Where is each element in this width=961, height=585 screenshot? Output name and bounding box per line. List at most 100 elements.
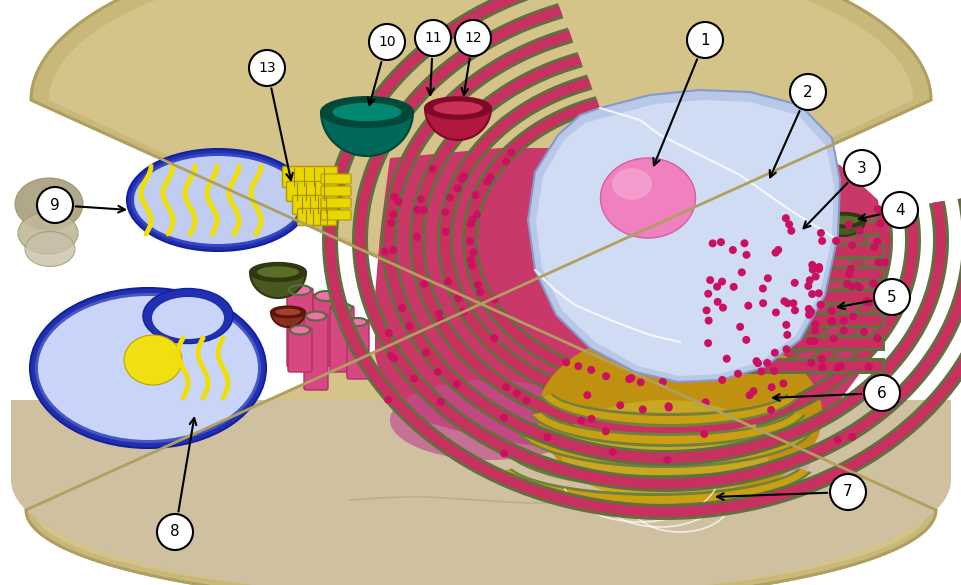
Text: 13: 13 xyxy=(258,61,276,75)
Ellipse shape xyxy=(275,309,301,315)
Circle shape xyxy=(735,323,744,331)
Circle shape xyxy=(811,273,819,281)
Polygon shape xyxy=(498,469,811,507)
Circle shape xyxy=(574,362,581,370)
Circle shape xyxy=(804,337,813,345)
Circle shape xyxy=(846,265,854,273)
Polygon shape xyxy=(34,0,927,585)
Circle shape xyxy=(716,238,725,246)
Circle shape xyxy=(416,195,425,203)
FancyBboxPatch shape xyxy=(304,314,328,390)
Polygon shape xyxy=(702,246,881,256)
Circle shape xyxy=(744,302,752,309)
Polygon shape xyxy=(820,220,864,236)
Circle shape xyxy=(807,261,816,269)
Circle shape xyxy=(818,363,825,371)
Circle shape xyxy=(422,349,430,357)
Circle shape xyxy=(627,374,634,382)
Circle shape xyxy=(561,358,570,366)
Circle shape xyxy=(814,289,822,297)
Circle shape xyxy=(443,277,452,285)
Circle shape xyxy=(779,297,788,305)
Polygon shape xyxy=(702,292,881,302)
Polygon shape xyxy=(26,0,935,585)
Polygon shape xyxy=(702,269,881,279)
Circle shape xyxy=(782,331,791,339)
Polygon shape xyxy=(505,449,814,489)
Text: 1: 1 xyxy=(700,33,709,47)
Circle shape xyxy=(454,184,461,192)
Polygon shape xyxy=(381,27,948,466)
Polygon shape xyxy=(352,3,961,492)
Circle shape xyxy=(848,242,855,249)
Circle shape xyxy=(873,334,880,342)
Circle shape xyxy=(428,164,436,173)
Circle shape xyxy=(582,391,591,399)
Ellipse shape xyxy=(257,266,299,278)
Circle shape xyxy=(790,307,799,314)
Ellipse shape xyxy=(306,311,326,321)
Ellipse shape xyxy=(152,297,224,339)
Circle shape xyxy=(753,359,761,367)
Polygon shape xyxy=(425,108,490,140)
Ellipse shape xyxy=(389,380,589,460)
Ellipse shape xyxy=(250,263,306,281)
Ellipse shape xyxy=(349,318,366,326)
Circle shape xyxy=(512,390,520,397)
Circle shape xyxy=(602,372,609,380)
Circle shape xyxy=(249,50,284,86)
Circle shape xyxy=(781,214,789,222)
Polygon shape xyxy=(439,77,889,413)
FancyBboxPatch shape xyxy=(321,174,351,184)
Circle shape xyxy=(737,269,745,276)
FancyBboxPatch shape xyxy=(287,328,311,372)
Circle shape xyxy=(782,300,791,307)
Circle shape xyxy=(852,282,861,290)
Circle shape xyxy=(758,284,766,292)
Circle shape xyxy=(459,308,467,315)
Circle shape xyxy=(829,474,865,510)
Circle shape xyxy=(848,433,855,441)
Ellipse shape xyxy=(333,103,401,121)
Circle shape xyxy=(703,316,712,325)
Circle shape xyxy=(767,383,775,391)
Ellipse shape xyxy=(30,288,266,448)
Circle shape xyxy=(817,237,825,245)
Circle shape xyxy=(708,239,716,247)
Circle shape xyxy=(804,305,812,313)
Polygon shape xyxy=(532,413,802,444)
Circle shape xyxy=(369,24,405,60)
Circle shape xyxy=(483,178,491,186)
Circle shape xyxy=(771,308,779,316)
Ellipse shape xyxy=(332,304,352,312)
Circle shape xyxy=(828,335,837,343)
Ellipse shape xyxy=(629,425,809,495)
Circle shape xyxy=(839,326,847,335)
Polygon shape xyxy=(383,30,945,463)
Circle shape xyxy=(459,172,467,180)
Circle shape xyxy=(387,219,395,227)
Circle shape xyxy=(441,228,449,236)
Circle shape xyxy=(728,246,736,254)
Circle shape xyxy=(383,396,392,404)
Circle shape xyxy=(816,301,824,309)
Polygon shape xyxy=(700,266,884,282)
Ellipse shape xyxy=(314,291,336,301)
Polygon shape xyxy=(702,361,881,371)
Polygon shape xyxy=(542,394,797,424)
Ellipse shape xyxy=(35,293,260,443)
FancyBboxPatch shape xyxy=(312,294,338,366)
Text: 6: 6 xyxy=(876,386,886,401)
Circle shape xyxy=(718,376,726,384)
Circle shape xyxy=(500,414,507,422)
Circle shape xyxy=(436,398,444,406)
Text: 2: 2 xyxy=(802,84,812,99)
Circle shape xyxy=(636,378,644,386)
Circle shape xyxy=(663,456,671,464)
Circle shape xyxy=(502,157,509,166)
Circle shape xyxy=(472,211,480,219)
Circle shape xyxy=(409,375,417,383)
Circle shape xyxy=(833,436,841,444)
Circle shape xyxy=(522,397,530,405)
Circle shape xyxy=(465,238,474,245)
